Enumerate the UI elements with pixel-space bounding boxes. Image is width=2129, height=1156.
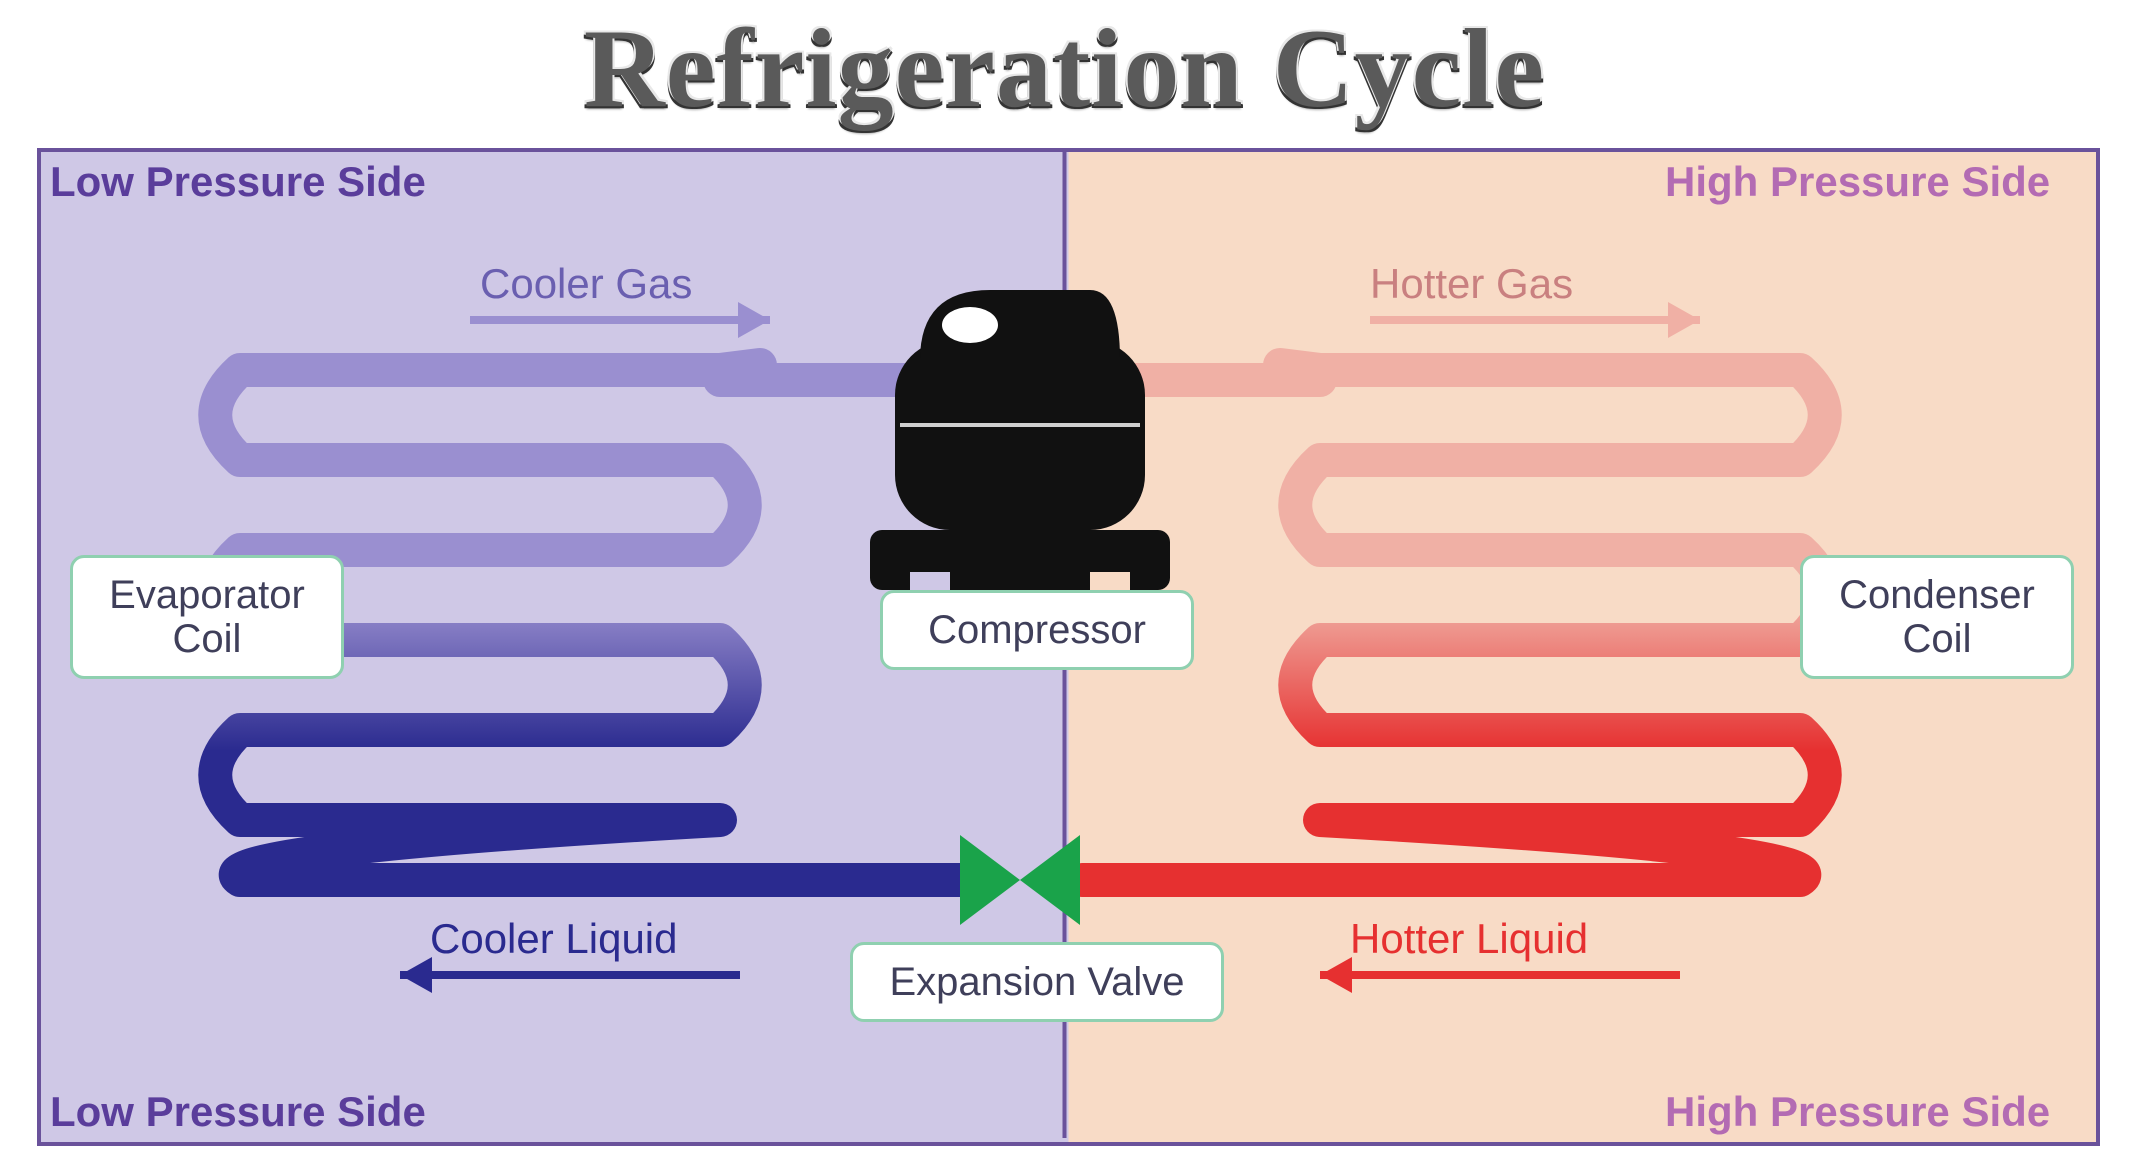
cooler-liquid-label: Cooler Liquid <box>430 915 678 963</box>
hotter-gas-label: Hotter Gas <box>1370 260 1573 308</box>
low-pressure-label-top: Low Pressure Side <box>50 158 426 206</box>
expansion-valve-label: Expansion Valve <box>850 942 1224 1022</box>
diagram-frame: Low Pressure Side Low Pressure Side High… <box>37 148 2100 1146</box>
compressor-icon <box>870 290 1170 592</box>
page: Refrigeration Cycle Low Pressure Side Lo… <box>0 0 2129 1156</box>
evaporator-coil-label: Evaporator Coil <box>70 555 344 679</box>
high-pressure-label-bottom: High Pressure Side <box>1665 1088 2050 1136</box>
high-pressure-label-top: High Pressure Side <box>1665 158 2050 206</box>
hotter-liquid-label: Hotter Liquid <box>1350 915 1588 963</box>
compressor-label: Compressor <box>880 590 1194 670</box>
cooler-gas-label: Cooler Gas <box>480 260 692 308</box>
low-pressure-label-bottom: Low Pressure Side <box>50 1088 426 1136</box>
condenser-coil-label: Condenser Coil <box>1800 555 2074 679</box>
